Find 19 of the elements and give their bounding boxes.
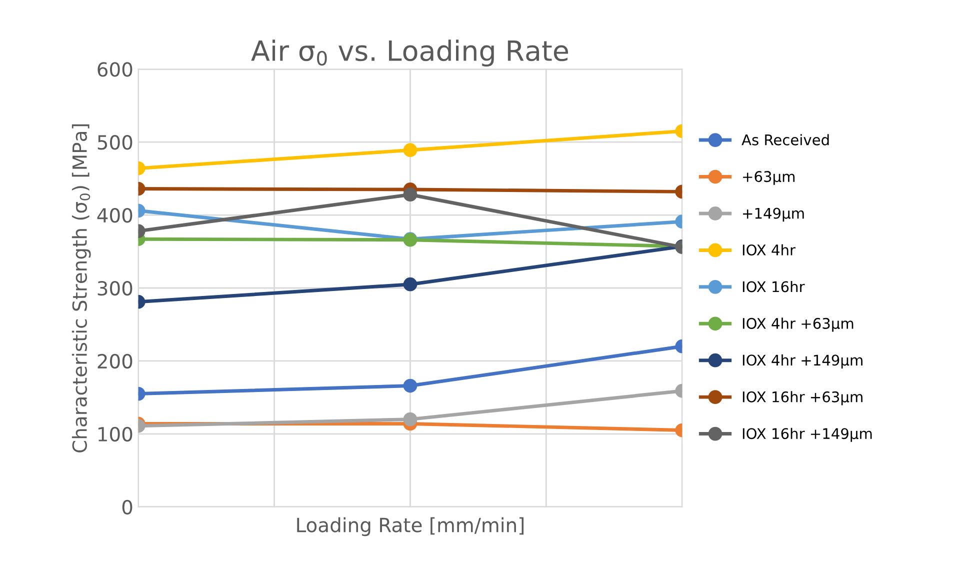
legend-label: +63µm [743,171,795,185]
legend-label: IOX 16hr [742,280,805,292]
legend-label: IOX 16hr +149µm [742,428,872,442]
y-tick-label: 600 [98,62,132,77]
y-tick-label: 300 [98,280,132,296]
y-axis-title: Characteristic Strength (σ$_{0}$) [MPa] [72,124,91,452]
y-tick-label: 400 [97,208,132,223]
chart-title: Air σ$_{0}$ vs. Loading Rate [251,40,568,67]
legend-label: IOX 4hr [742,244,796,256]
legend-label: IOX 16hr +63µm [742,391,862,406]
legend-label: IOX 4hr +63µm [742,318,854,332]
y-tick-label: 500 [98,135,132,150]
y-tick-label: 0 [122,500,132,515]
legend-label: +149µm [743,208,804,222]
y-tick-label: 100 [98,426,132,442]
legend-label: As Received [742,134,829,146]
x-axis-title: Loading Rate [mm/min] [297,517,524,536]
y-tick-label: 200 [98,354,132,369]
legend-label: IOX 4hr +149µm [742,354,862,368]
